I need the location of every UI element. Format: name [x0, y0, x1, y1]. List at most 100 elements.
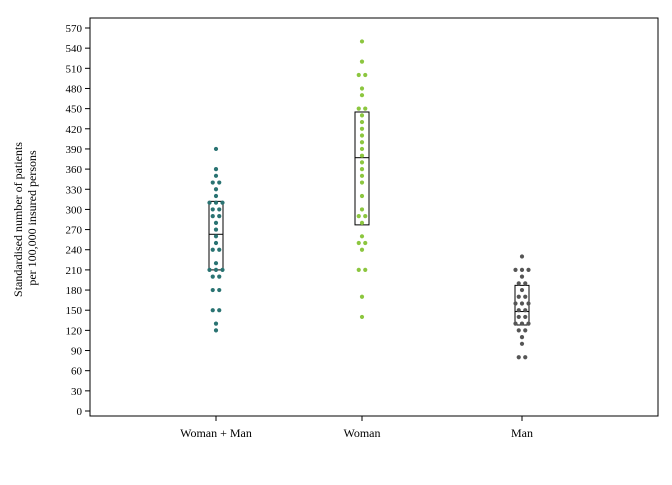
data-point — [363, 214, 368, 219]
data-point — [213, 227, 219, 232]
y-tick-label: 90 — [71, 346, 83, 358]
data-point — [213, 267, 219, 272]
data-point — [213, 261, 219, 266]
data-point — [210, 274, 215, 279]
data-point — [526, 301, 531, 306]
y-tick-label: 540 — [66, 43, 83, 55]
data-point — [363, 240, 368, 246]
data-point — [363, 267, 368, 272]
data-point — [523, 308, 528, 313]
data-point — [217, 247, 222, 252]
data-point — [217, 180, 222, 185]
data-point — [213, 173, 219, 178]
data-point — [526, 321, 531, 326]
data-point — [519, 274, 525, 279]
y-axis-label-line-1: Standardised number of patients — [11, 142, 25, 297]
data-point — [210, 207, 215, 212]
data-point — [523, 314, 528, 320]
data-point — [356, 267, 361, 272]
y-tick-label: 420 — [66, 124, 83, 136]
data-point — [359, 59, 365, 64]
data-point — [359, 247, 365, 252]
y-tick-label: 210 — [66, 265, 83, 277]
data-point — [217, 207, 222, 212]
data-point — [519, 254, 525, 259]
data-point — [359, 220, 365, 225]
data-point — [213, 187, 219, 192]
data-point — [359, 180, 365, 185]
data-point — [359, 140, 365, 145]
x-axis: Woman + Man Woman Man — [180, 416, 533, 440]
data-point — [519, 301, 525, 306]
data-point — [516, 328, 521, 333]
data-point — [516, 281, 521, 286]
y-tick-label: 180 — [66, 285, 83, 297]
data-point — [519, 287, 525, 293]
data-point — [213, 234, 219, 239]
y-tick-label: 30 — [71, 386, 83, 398]
data-point — [213, 167, 219, 172]
data-point — [356, 214, 361, 219]
data-point — [210, 247, 215, 252]
data-point — [207, 200, 212, 205]
data-point — [359, 294, 365, 299]
data-point — [210, 287, 215, 293]
y-tick-label: 270 — [66, 225, 83, 237]
data-point — [523, 281, 528, 286]
data-point — [217, 274, 222, 279]
data-point — [213, 220, 219, 225]
data-point — [359, 193, 365, 199]
data-point — [359, 167, 365, 172]
data-point — [359, 146, 365, 152]
data-point — [359, 86, 365, 91]
data-point — [217, 287, 222, 293]
series-layer — [207, 39, 531, 360]
data-point — [359, 113, 365, 118]
series-group — [354, 39, 370, 320]
data-point — [210, 308, 215, 313]
data-point — [359, 173, 365, 178]
y-tick-label: 390 — [66, 144, 83, 156]
y-tick-label: 300 — [66, 204, 83, 216]
y-tick-label: 360 — [66, 164, 83, 176]
data-point — [210, 180, 215, 185]
y-tick-label: 330 — [66, 184, 83, 196]
data-point — [359, 160, 365, 165]
data-point — [513, 321, 518, 326]
data-point — [363, 106, 368, 111]
series-group — [513, 254, 531, 360]
data-point — [359, 93, 365, 98]
data-point — [516, 355, 521, 360]
data-point — [359, 119, 365, 125]
data-point — [519, 267, 525, 272]
data-point — [213, 321, 219, 326]
data-point — [210, 214, 215, 219]
data-point — [516, 308, 521, 313]
data-point — [356, 72, 361, 78]
data-point — [213, 240, 219, 246]
data-point — [359, 153, 365, 158]
x-category-label: Woman — [343, 426, 380, 440]
data-point — [220, 267, 225, 272]
y-tick-label: 60 — [71, 366, 83, 378]
y-tick-label: 0 — [77, 406, 83, 418]
y-tick-label: 150 — [66, 305, 83, 317]
data-point — [513, 267, 518, 272]
data-point — [363, 72, 368, 78]
data-point — [359, 133, 365, 138]
x-category-label: Woman + Man — [180, 426, 252, 440]
data-point — [516, 314, 521, 320]
data-point — [519, 341, 525, 346]
data-point — [359, 207, 365, 212]
data-point — [519, 334, 525, 340]
data-point — [516, 294, 521, 299]
plot-frame — [89, 17, 659, 417]
data-point — [526, 267, 531, 272]
y-tick-label: 450 — [66, 104, 83, 116]
data-point — [513, 301, 518, 306]
y-tick-label: 570 — [66, 23, 83, 35]
data-point — [213, 193, 219, 199]
data-point — [359, 39, 365, 44]
data-point — [220, 200, 225, 205]
